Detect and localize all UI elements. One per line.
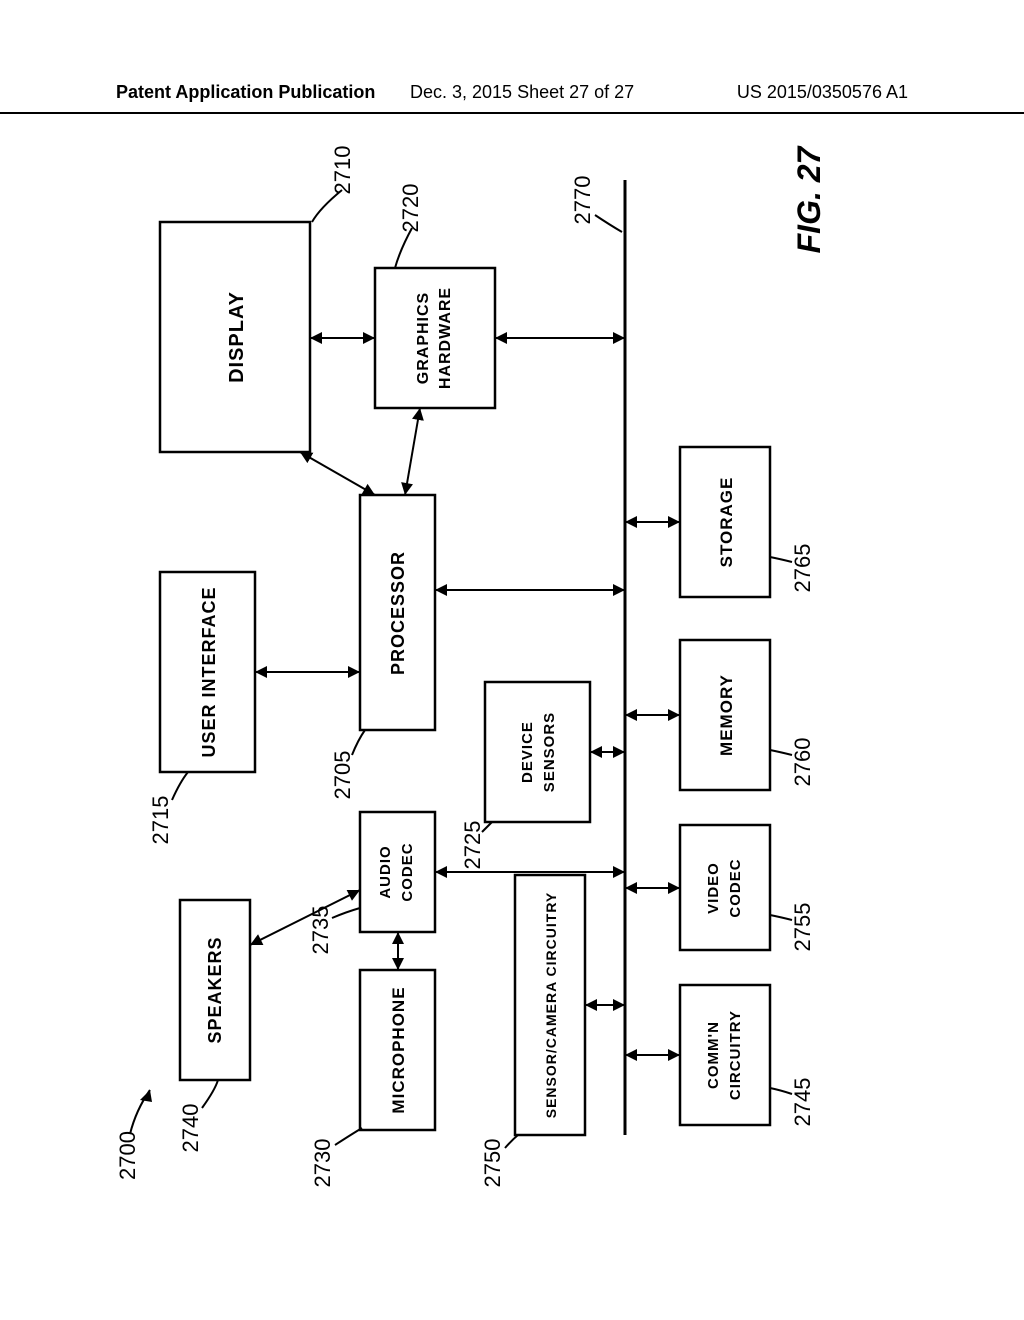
comm-label2: CIRCUITRY (727, 1010, 744, 1100)
ref-2705: 2705 (330, 751, 355, 800)
gfx-label2: HARDWARE (437, 287, 454, 389)
ref-2750: 2750 (480, 1139, 505, 1188)
mic-label: MICROPHONE (389, 986, 408, 1113)
audio-label1: AUDIO (377, 845, 394, 898)
ref-2700: 2700 (115, 1131, 140, 1180)
mem-label: MEMORY (717, 674, 736, 756)
ref-2760: 2760 (790, 738, 815, 787)
proc-label: PROCESSOR (388, 551, 408, 675)
vid-label1: VIDEO (705, 862, 722, 914)
display-label: DISPLAY (226, 291, 248, 383)
sensor-cam-label: SENSOR/CAMERA CIRCUITRY (543, 892, 559, 1119)
figure-label: FIG. 27 (791, 144, 827, 253)
devsens-label1: DEVICE (519, 721, 536, 783)
ref-2745: 2745 (790, 1078, 815, 1127)
audio-label2: CODEC (399, 842, 416, 901)
ref-2710: 2710 (330, 146, 355, 195)
ref-2735: 2735 (308, 906, 333, 955)
stor-label: STORAGE (717, 477, 736, 568)
ref-2740: 2740 (178, 1104, 203, 1153)
devsens-label2: SENSORS (541, 712, 558, 792)
ref-2725: 2725 (460, 821, 485, 870)
ref-2770: 2770 (570, 176, 595, 225)
comm-label1: COMM'N (705, 1021, 722, 1089)
vid-label2: CODEC (727, 858, 744, 917)
ref-2715: 2715 (148, 796, 173, 845)
ref-2730: 2730 (310, 1139, 335, 1188)
ui-label: USER INTERFACE (199, 586, 219, 757)
ref-2765: 2765 (790, 544, 815, 593)
ref-2755: 2755 (790, 903, 815, 952)
gfx-label1: GRAPHICS (415, 292, 432, 384)
ref-2720: 2720 (398, 184, 423, 233)
page: Patent Application Publication Dec. 3, 2… (0, 0, 1024, 1320)
speakers-label: SPEAKERS (205, 936, 225, 1043)
diagram-svg: SPEAKERS 2740 USER INTERFACE 2715 DISPLA… (0, 0, 1024, 1320)
